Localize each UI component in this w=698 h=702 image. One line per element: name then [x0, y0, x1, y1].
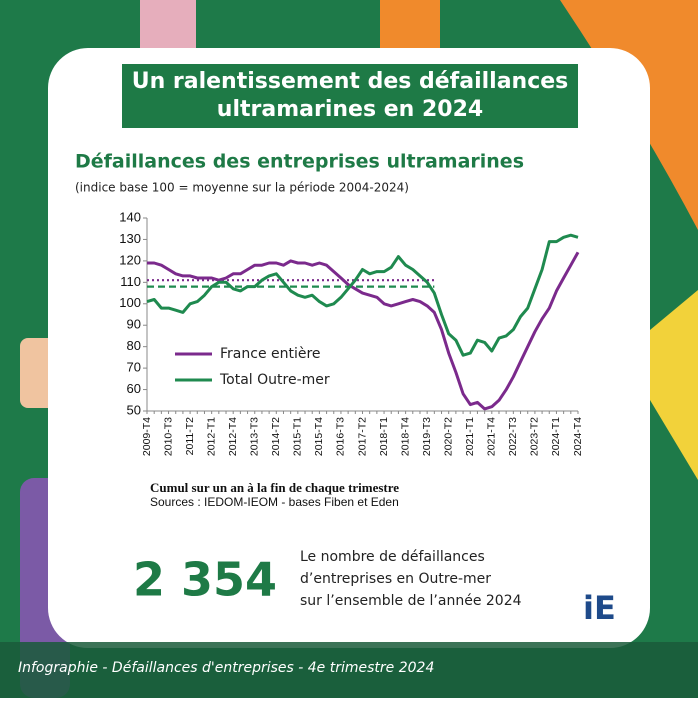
title-box: [122, 64, 578, 128]
y-tick-label: 100: [119, 295, 141, 310]
decor: [560, 0, 698, 230]
description: Le nombre de défaillances: [300, 549, 485, 565]
y-tick-label: 130: [119, 231, 141, 246]
x-tick-label: 2024-T1: [550, 417, 562, 456]
x-tick-label: 2023-T2: [529, 417, 541, 456]
x-tick-label: 2020-T2: [442, 417, 454, 456]
x-tick-label: 2012-T1: [205, 417, 217, 456]
x-tick-label: 2015-T1: [292, 417, 304, 456]
x-tick-label: 2010-T3: [162, 417, 174, 456]
y-tick-label: 60: [127, 381, 141, 396]
decor: [650, 290, 698, 480]
y-tick-label: 50: [127, 402, 141, 417]
chart-title: Défaillances des entreprises ultramarine…: [75, 151, 524, 173]
x-tick-label: 2011-T2: [184, 417, 196, 455]
chart-subtitle: (indice base 100 = moyenne sur la périod…: [75, 181, 409, 195]
x-tick-label: 2018-T1: [378, 417, 390, 456]
x-tick-label: 2021-T4: [486, 417, 498, 456]
x-tick-label: 2013-T3: [249, 417, 261, 456]
legend-label: Total Outre-mer: [219, 372, 330, 388]
description: d’entreprises en Outre-mer: [300, 571, 491, 587]
x-tick-label: 2019-T3: [421, 417, 433, 456]
y-tick-label: 110: [120, 274, 141, 289]
series-line: [147, 251, 580, 411]
description: sur l’ensemble de l’année 2024: [300, 593, 522, 609]
x-tick-label: 2024-T4: [572, 417, 584, 456]
x-tick-label: 2018-T4: [399, 417, 411, 456]
logo: iE: [583, 589, 616, 627]
x-tick-label: 2016-T3: [335, 417, 347, 456]
x-tick-label: 2009-T4: [141, 417, 153, 456]
title: Un ralentissement des défaillances: [132, 69, 569, 94]
source: Sources : IEDOM-IEOM - bases Fiben et Ed…: [150, 495, 399, 509]
x-tick-label: 2012-T4: [227, 417, 239, 456]
legend-label: France entière: [220, 346, 321, 362]
x-axis-label: Cumul sur un an à la fin de chaque trime…: [150, 480, 399, 495]
footer-bar: [0, 642, 698, 698]
y-tick-label: 140: [119, 209, 141, 224]
x-tick-label: 2014-T2: [270, 417, 282, 456]
x-tick-label: 2021-T1: [464, 417, 476, 456]
big-number: 2 354: [133, 553, 277, 607]
footer: Infographie - Défaillances d'entreprises…: [18, 660, 434, 676]
y-tick-label: 70: [127, 360, 141, 375]
x-tick-label: 2022-T3: [507, 417, 519, 456]
x-tick-label: 2017-T2: [356, 417, 368, 456]
series-line: [146, 233, 579, 357]
title: ultramarines en 2024: [217, 97, 483, 122]
y-tick-label: 80: [127, 338, 141, 353]
x-tick-label: 2015-T4: [313, 417, 325, 456]
y-tick-label: 90: [127, 317, 141, 332]
y-tick-label: 120: [119, 252, 141, 267]
card: [48, 48, 650, 648]
